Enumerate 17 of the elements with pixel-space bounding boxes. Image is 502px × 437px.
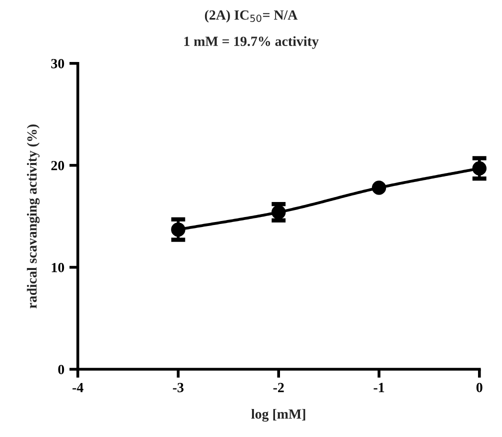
- point: [472, 161, 487, 176]
- x-tick-label: -2: [273, 382, 284, 392]
- point: [171, 222, 186, 237]
- y-tick-label: 10: [52, 262, 64, 272]
- y-tick-label: 20: [51, 160, 64, 170]
- point: [271, 205, 286, 220]
- point: [372, 180, 386, 195]
- chart-subtitle: 1 mM = 19.7% activity: [184, 36, 319, 49]
- y-tick-label: 30: [51, 58, 64, 68]
- x-tick-label: -3: [172, 382, 184, 392]
- x-axis-title: log [mM]: [251, 408, 306, 422]
- x-tick-label: -4: [72, 382, 84, 392]
- x-tick-label: 0: [476, 382, 482, 392]
- x-tick-label: -1: [374, 382, 384, 392]
- y-axis-title: radical scavanging activity (%): [26, 124, 40, 308]
- y-tick-label: 0: [58, 364, 64, 374]
- chart-title: (2A) IC$_{50}$= N/A: [204, 10, 298, 23]
